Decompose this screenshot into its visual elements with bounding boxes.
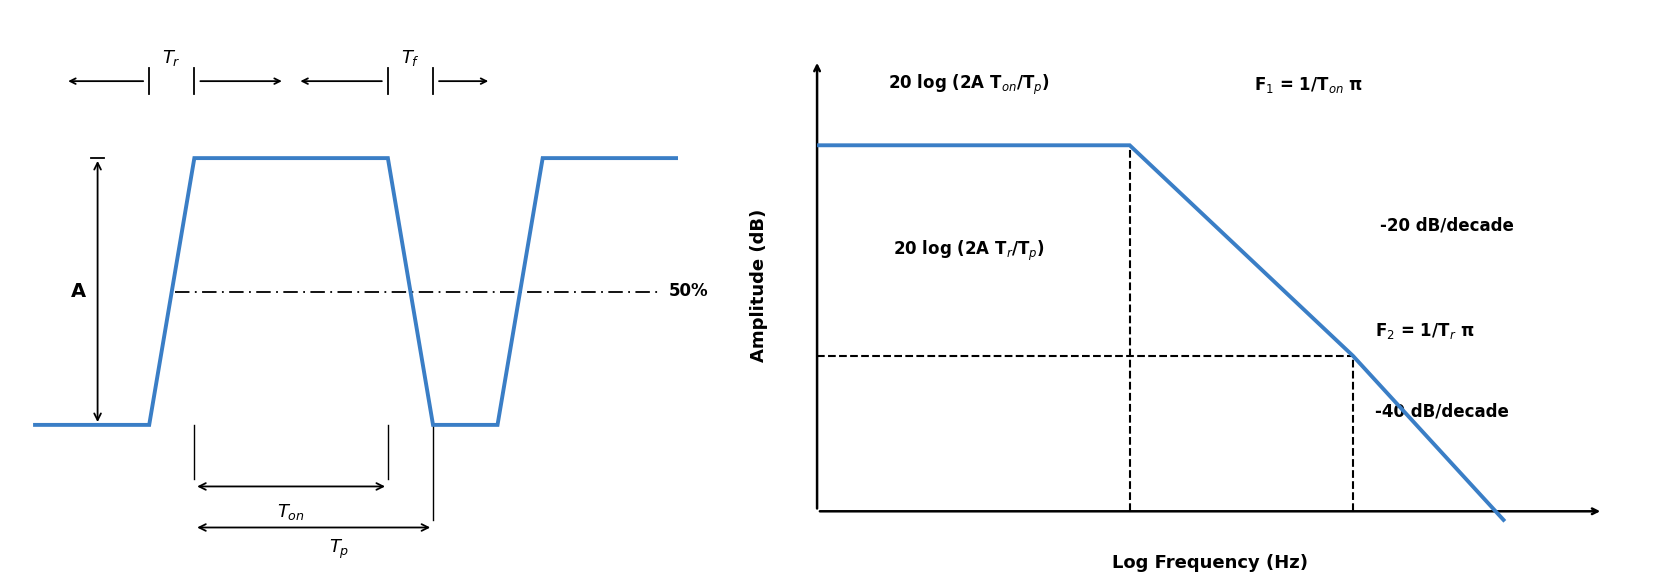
- Text: Log Frequency (Hz): Log Frequency (Hz): [1111, 554, 1308, 572]
- Text: $T_f$: $T_f$: [400, 48, 420, 68]
- Text: $T_p$: $T_p$: [329, 538, 349, 561]
- Text: $T_{on}$: $T_{on}$: [278, 502, 304, 522]
- Text: A: A: [71, 282, 86, 301]
- Text: Amplitude (dB): Amplitude (dB): [749, 209, 767, 362]
- Text: 20 log (2A T$_r$/T$_p$): 20 log (2A T$_r$/T$_p$): [893, 238, 1045, 263]
- Text: $T_r$: $T_r$: [162, 48, 182, 68]
- Text: 50%: 50%: [668, 283, 708, 300]
- Text: -20 dB/decade: -20 dB/decade: [1379, 216, 1513, 234]
- Text: F$_1$ = 1/T$_{on}$ π: F$_1$ = 1/T$_{on}$ π: [1254, 75, 1363, 95]
- Text: F$_2$ = 1/T$_r$ π: F$_2$ = 1/T$_r$ π: [1376, 321, 1475, 341]
- Text: -40 dB/decade: -40 dB/decade: [1376, 402, 1508, 420]
- Text: 20 log (2A T$_{on}$/T$_p$): 20 log (2A T$_{on}$/T$_p$): [888, 73, 1050, 97]
